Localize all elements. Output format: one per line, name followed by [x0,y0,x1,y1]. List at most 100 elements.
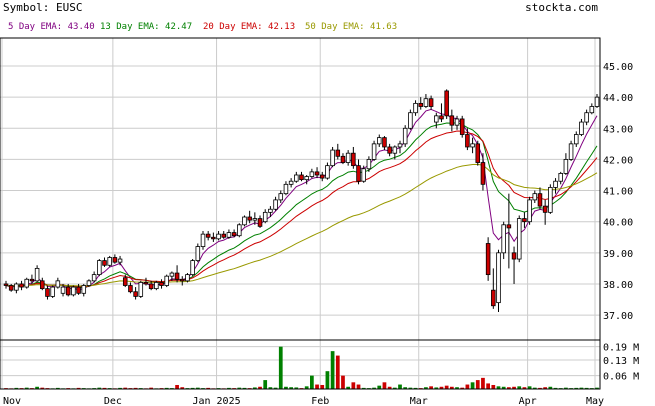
candle-body [579,121,584,135]
site-label: stockta.com [525,1,598,14]
volume-tick-label: 0.06 M [603,372,639,383]
volume-panel-frame [0,339,601,390]
ema-5-line [5,108,598,291]
candle-body [485,243,491,276]
candle-body [76,286,81,294]
volume-bar [278,346,283,389]
volume-bar [320,384,325,389]
candle-body [584,112,589,123]
ema-lines [5,108,598,291]
volume-bar [543,387,548,389]
volume-bar [14,387,19,389]
candle-body [195,246,201,262]
volume-bar [398,384,402,389]
candle-body [91,274,97,282]
volume-bar [123,387,128,389]
volume-bar [237,387,242,389]
candle-body [169,272,175,277]
price-tick-label: 45.00 [603,62,633,73]
volume-bar [361,387,366,389]
candle-body [86,280,92,286]
candle-body [71,286,76,296]
candle-body [568,143,574,160]
volume-bar [434,387,439,389]
legend-ema5: 5 Day EMA: 43.40 [8,22,95,32]
volume-bar [429,386,433,389]
price-tick-label: 37.00 [603,311,633,322]
date-axis-labels: Nov Dec Jan 2025 Feb Mar Apr May [3,396,604,406]
candle-body [537,193,543,207]
symbol-label: Symbol: EUSC [3,1,82,14]
volume-bar [258,386,262,389]
legend-ema50: 50 Day EMA: 41.63 [305,22,397,32]
volume-bar [392,387,397,389]
candle-body [491,289,496,307]
candle-body [226,232,232,238]
candle-body [133,291,138,297]
volume-bar [242,387,247,389]
volume-bar [372,387,376,389]
volume-bar [315,384,319,389]
price-tick-label: 41.00 [603,187,633,198]
candle-body [299,174,304,181]
candle-body [516,218,522,260]
ema-50-line [5,163,598,287]
candle-body [97,260,102,276]
candle-body [511,252,517,260]
volume-bar [76,387,81,389]
volume-bar [149,387,154,389]
price-tick-label: 44.00 [603,93,633,104]
volume-bar [304,386,309,389]
volume-bar [465,384,470,389]
volume-bar [496,386,501,389]
candle-body [304,176,309,181]
candle-body [366,159,372,170]
candle-body [475,143,481,163]
volume-bar [564,387,568,389]
candle-body [200,233,206,247]
volume-bar [284,386,288,389]
volume-bar [190,387,195,389]
volume-bar [444,385,449,389]
candle-body [459,118,465,135]
volume-bar [382,382,387,389]
volume-bar [413,387,418,389]
candle-body [216,233,221,240]
volume-bar [175,384,179,389]
volume-bar [517,386,522,389]
candle-body [527,199,532,223]
price-axis-labels: 45.00 44.00 43.00 42.00 41.00 40.00 39.00 38.00… [603,62,633,322]
volume-tick-label: 0.13 M [603,356,639,367]
volume-bar [268,387,273,389]
candle-body [65,286,71,296]
candle-body [356,165,361,182]
candle-body [548,187,553,213]
candle-body [288,180,294,185]
volume-bar [55,387,60,389]
candle-body [205,233,211,238]
volume-bar [527,386,532,389]
candle-body [314,171,320,176]
volume-bar [325,371,330,389]
candle-body [402,127,408,145]
candle-body [589,106,595,114]
candle-body [273,199,278,210]
volume-bar [507,387,511,389]
candle-body [185,274,190,282]
volume-bar [330,351,335,389]
price-tick-label: 43.00 [603,124,633,135]
candle-body [325,165,330,179]
candle-body [439,115,444,120]
price-tick-label: 40.00 [603,218,633,229]
date-tick-label: Mar [410,396,428,406]
candlesticks [3,89,600,312]
candle-body [558,173,563,182]
candle-body [247,216,252,221]
volume-bar [470,382,475,389]
volume-bar [252,387,257,389]
volume-bar [310,375,314,389]
candle-body [418,102,424,107]
volume-bar [553,387,558,389]
candle-body [221,233,227,238]
volume-bar [424,387,428,389]
